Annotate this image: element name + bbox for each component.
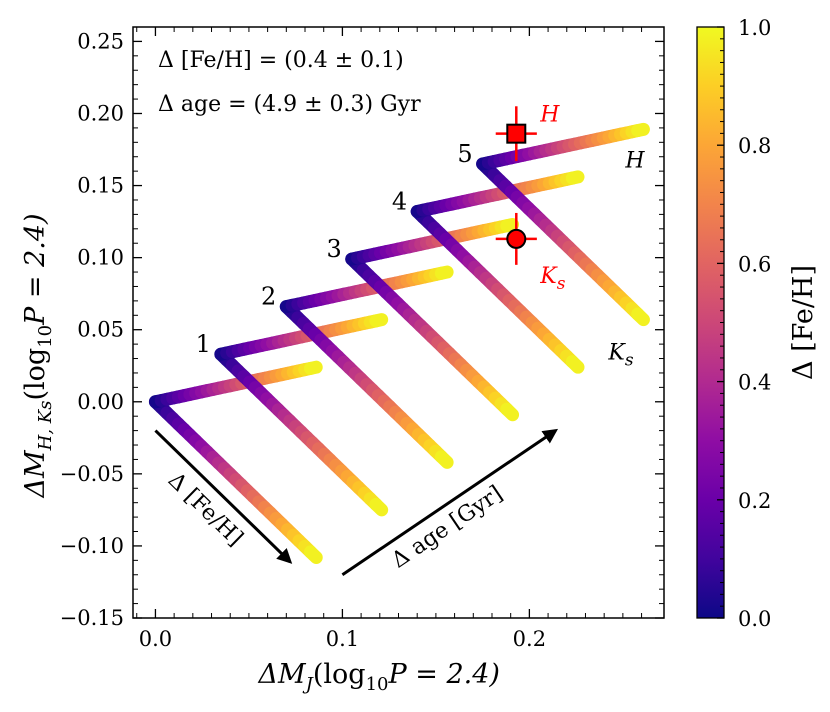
track-3-h-line-segment [500,217,520,233]
x-tick-label: 0.2 [513,627,546,651]
age-step-label: 1 [196,330,211,358]
y-tick-label: 0.05 [77,318,124,342]
arrow-label-1: Δ age [Gyr] [387,481,507,573]
track-2-ks-line [279,300,454,469]
x-axis-label: ΔMJ(log10P = 2.4) [258,659,500,695]
track-0-ks-line-segment [303,545,323,564]
measurement-label-H: H [539,103,560,128]
annotation-age: Δ age = (4.9 ± 0.3) Gyr [158,92,421,117]
age-step-label: 3 [326,235,341,263]
annotation-feh: Δ [Fe/H] = (0.4 ± 0.1) [158,48,404,73]
colorbar-tick-label: 0.2 [738,489,771,513]
arrow-0 [154,429,293,564]
colorbar-tick-label: 1.0 [738,16,771,40]
y-axis-label: ΔMH, Ks(log10P = 2.4) [20,213,56,498]
y-tick-label: 0.10 [77,246,124,270]
y-tick-label: −0.15 [60,606,124,630]
colorbar-tick-label: 0.0 [738,607,771,631]
track-3-ks-line-segment [500,402,520,422]
y-tick-label: −0.10 [60,534,124,558]
colorbar-tick-label: 0.6 [738,252,771,276]
track-2-ks-line-segment [434,450,454,469]
track-0-ks-line [148,395,323,564]
track-5-ks-line-segment [631,307,650,327]
x-tick-label: 0.0 [139,627,172,651]
arrow-1 [341,428,559,576]
track-5-h-line-segment [631,122,650,138]
age-step-label: 4 [392,188,407,216]
track-3-ks-line [345,252,520,422]
measurement-label-Ks: Ks [539,264,565,294]
band-label-ks-sub: s [625,351,634,371]
track-0-h-line-segment [303,360,323,375]
measurement-marker-Ks [506,228,527,249]
colorbar-gradient [696,26,725,619]
band-label-ks: Ks [607,341,633,371]
track-2-h-line [279,265,454,314]
track-4-ks-line-segment [565,355,585,374]
colorbar-tick-label: 0.4 [738,371,771,395]
track-2-h-line-segment [434,265,454,280]
track-1-ks-line-segment [369,497,389,517]
colorbar-tick-label: 0.8 [738,134,771,158]
colorbar: 0.0 0.2 0.4 0.6 0.8 1.0 Δ [Fe/H] [696,16,819,631]
track-4-h-line-segment [565,170,585,185]
track-1-h-line-segment [369,313,389,328]
age-step-label: 5 [457,140,472,168]
y-tick-label: 0.20 [77,101,124,125]
y-tick-label: 0.25 [77,29,124,53]
x-tick-label: 0.1 [326,627,359,651]
track-4-h-line [410,170,585,219]
y-tick-label: 0.00 [77,390,124,414]
y-tick-label: 0.15 [77,174,124,198]
colorbar-label: Δ [Fe/H] [788,265,819,380]
measurement-marker-H [506,123,527,144]
y-tick-label: −0.05 [60,462,124,486]
track-5-h-line [476,122,650,171]
band-label-h: H [624,148,645,173]
age-step-label: 2 [261,283,276,311]
axes: 0.0 0.1 0.2 −0.15 −0.10 −0.05 0.00 0.05 0.10 0.15… [20,26,665,695]
measurement-label-sub-Ks: s [557,274,566,294]
